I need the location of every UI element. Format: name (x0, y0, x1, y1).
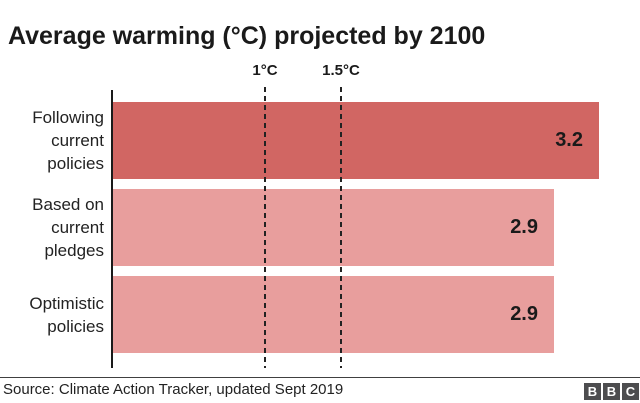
category-label: Optimistic policies (29, 293, 104, 336)
source-attribution: Source: Climate Action Tracker, updated … (3, 381, 344, 398)
threshold-label-1-5c: 1.5°C (322, 62, 360, 79)
bar-value-label: 3.2 (555, 129, 583, 151)
bar-value-label: 2.9 (510, 303, 538, 325)
bar-based-on-current-pledges: 2.9 (113, 189, 554, 266)
bbc-logo: B B C (584, 383, 639, 400)
y-axis-line (111, 90, 113, 368)
footer-divider (0, 377, 640, 378)
threshold-line-1c (264, 87, 266, 368)
bbc-logo-block: B (584, 383, 601, 400)
threshold-line-1-5c (340, 87, 342, 368)
bbc-logo-block: C (622, 383, 639, 400)
category-label: Following current policies (32, 108, 104, 173)
bbc-logo-block: B (603, 383, 620, 400)
bar-row: Following current policies 3.2 (0, 102, 640, 179)
category-label: Based on current pledges (32, 195, 104, 260)
bar-row: Based on current pledges 2.9 (0, 189, 640, 266)
threshold-label-1c: 1°C (252, 62, 278, 79)
bar-following-current-policies: 3.2 (113, 102, 599, 179)
bar-value-label: 2.9 (510, 216, 538, 238)
chart-title: Average warming (°C) projected by 2100 (8, 21, 486, 50)
bar-row: Optimistic policies 2.9 (0, 276, 640, 353)
bar-optimistic-policies: 2.9 (113, 276, 554, 353)
